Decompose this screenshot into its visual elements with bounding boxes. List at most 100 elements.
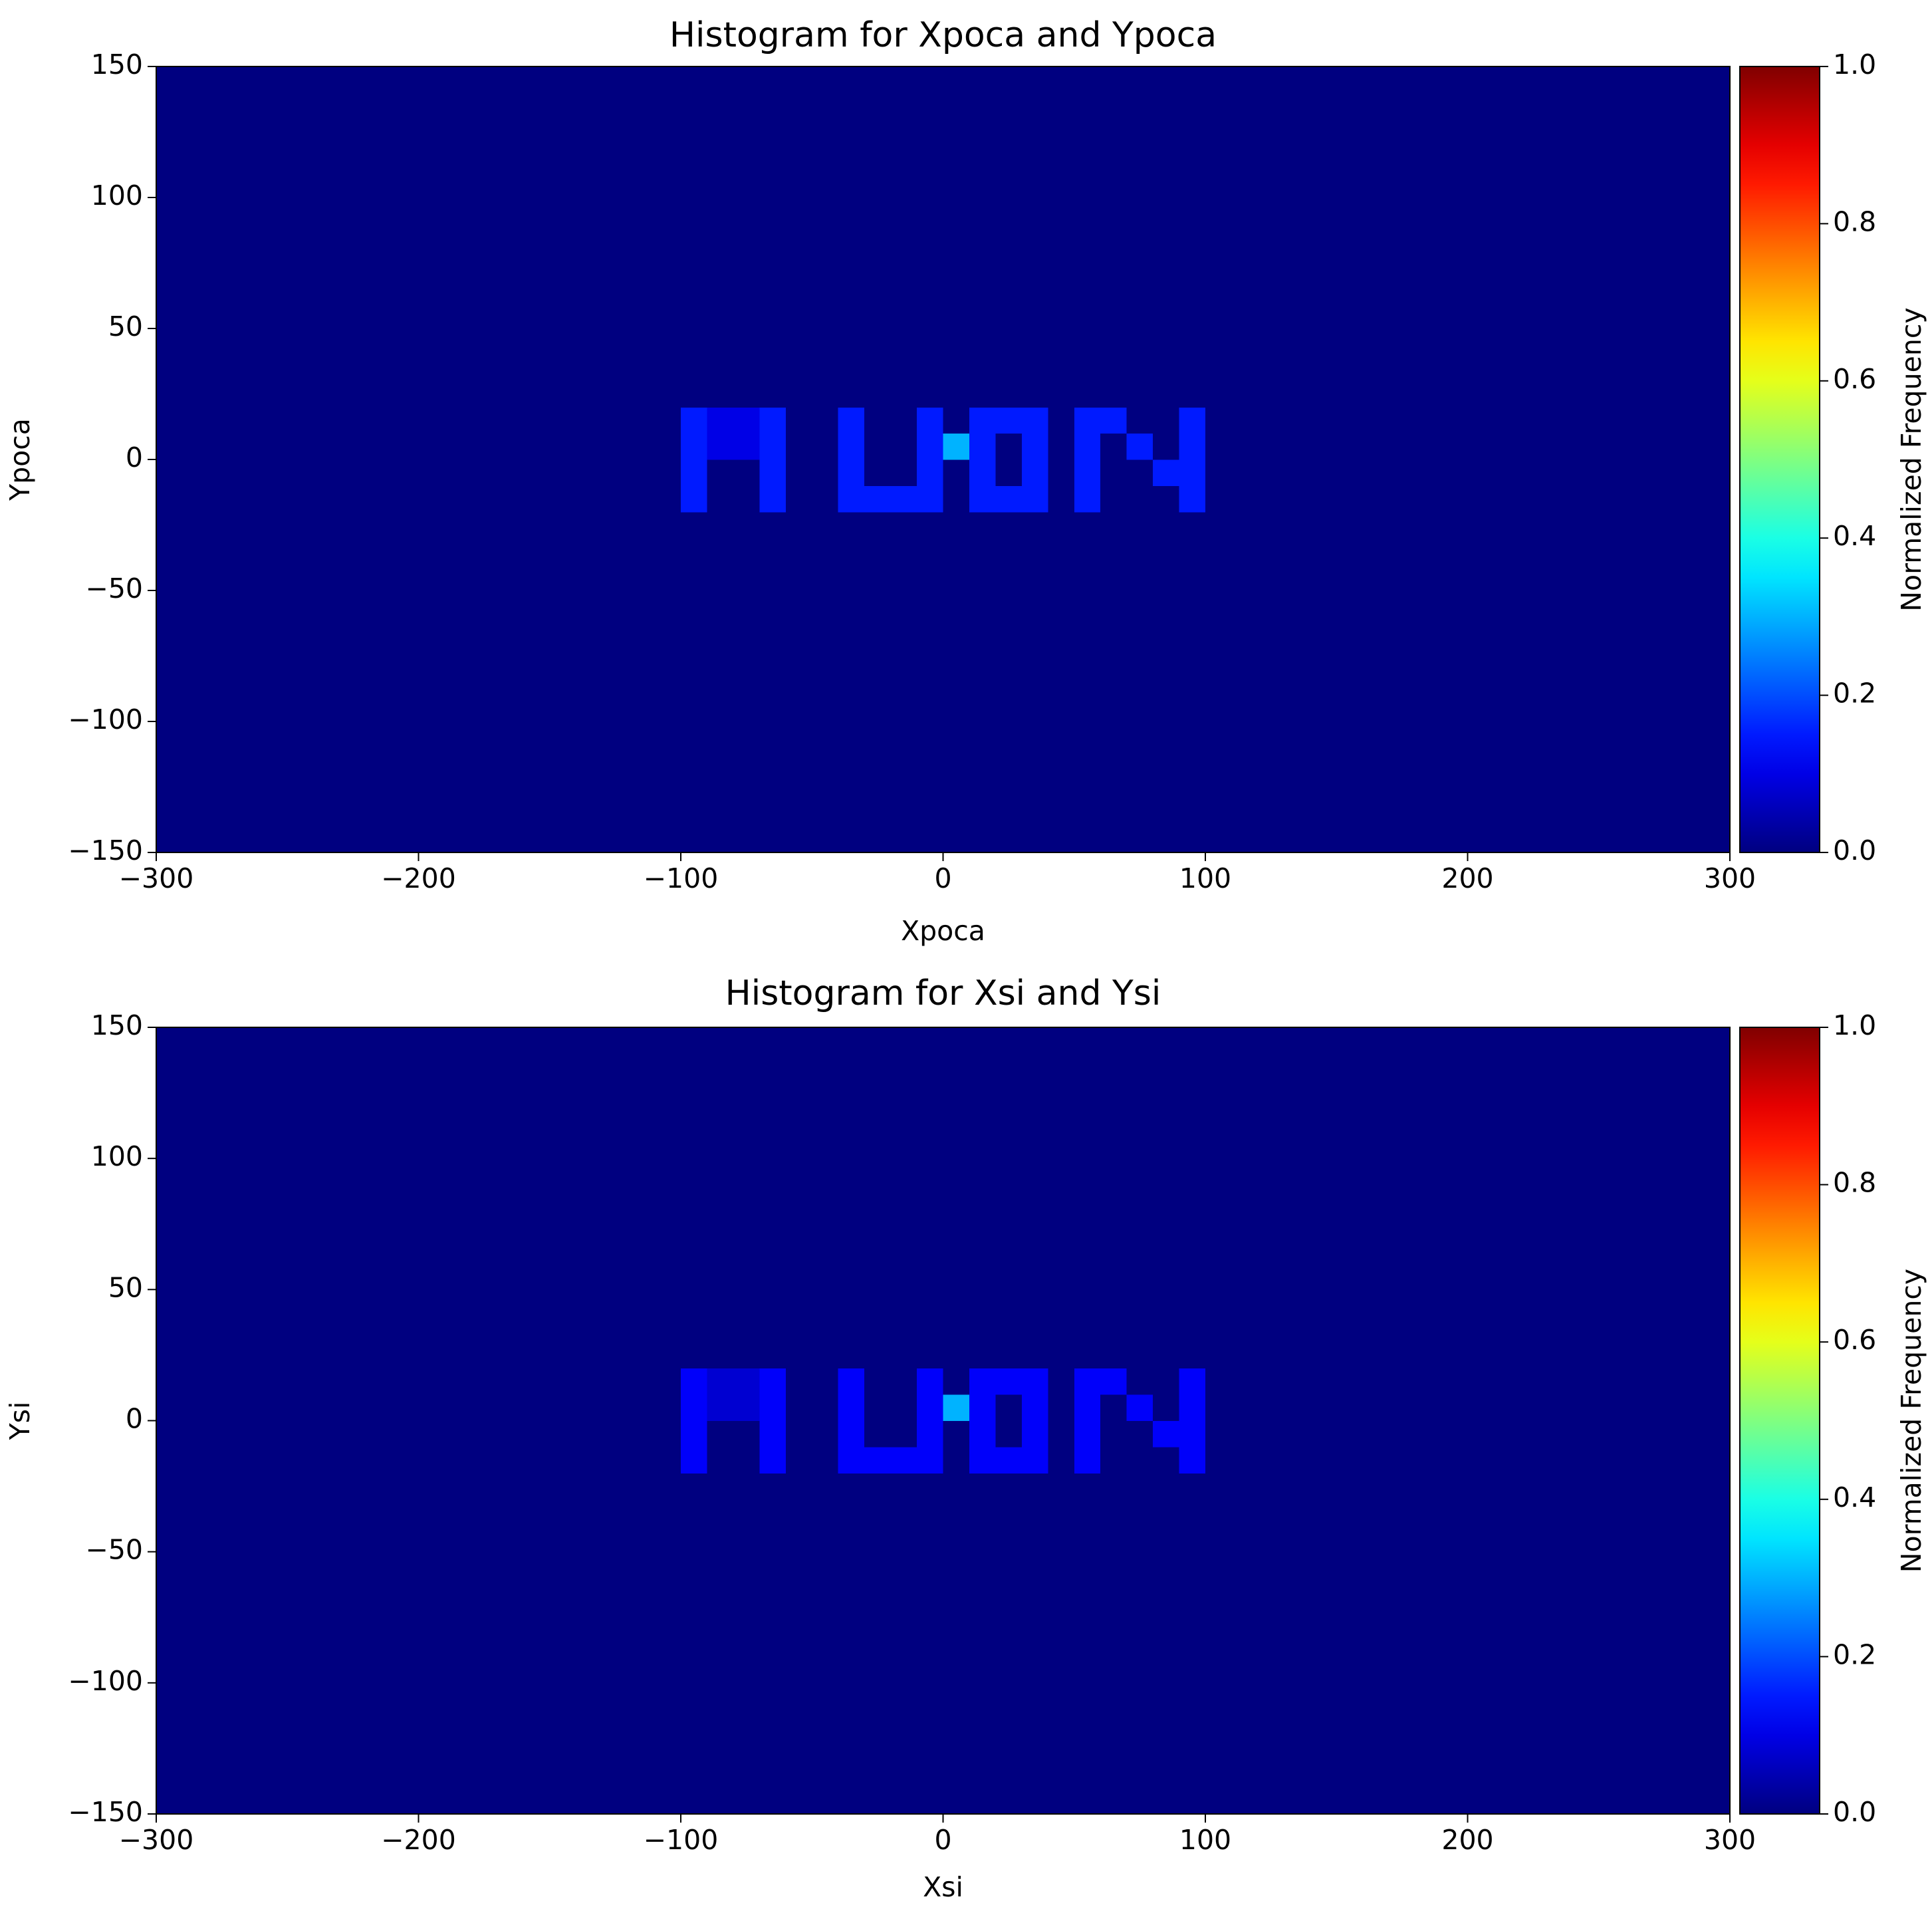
heatmap-cell <box>602 1368 629 1395</box>
heatmap-cell <box>995 773 1023 801</box>
heatmap-cell <box>864 511 892 539</box>
heatmap-cell <box>838 485 865 513</box>
heatmap-cell <box>1651 66 1678 93</box>
heatmap-cell <box>1389 485 1416 513</box>
heatmap-cell <box>182 1735 209 1762</box>
heatmap-cell <box>1546 302 1573 329</box>
heatmap-cell <box>261 485 288 513</box>
heatmap-cell <box>208 223 235 251</box>
heatmap-cell <box>864 249 892 277</box>
heatmap-cell <box>1520 826 1547 853</box>
heatmap-cell <box>1100 721 1128 748</box>
heatmap-cell <box>1362 511 1389 539</box>
heatmap-cell <box>444 826 471 853</box>
heatmap-cell <box>1205 328 1233 355</box>
heatmap-cell <box>785 1499 812 1526</box>
heatmap-cell <box>287 1787 314 1815</box>
heatmap-cell <box>1415 1525 1442 1553</box>
heatmap-cell <box>523 302 550 329</box>
heatmap-cell <box>1021 1053 1048 1081</box>
heatmap-cell <box>1625 459 1652 486</box>
heatmap-cell <box>917 1342 944 1369</box>
heatmap-cell <box>1048 485 1075 513</box>
heatmap-cell <box>576 1420 603 1448</box>
heatmap-cell <box>1074 1132 1101 1159</box>
heatmap-cell <box>1467 380 1495 408</box>
heatmap-cell <box>287 1473 314 1500</box>
heatmap-cell <box>156 380 183 408</box>
heatmap-cell <box>1074 826 1101 853</box>
heatmap-cell <box>287 826 314 853</box>
heatmap-cell <box>549 1709 576 1736</box>
heatmap-cell <box>156 1499 183 1526</box>
heatmap-cell <box>1703 1630 1731 1657</box>
heatmap-cell <box>1625 433 1652 460</box>
heatmap-cell <box>785 1446 812 1474</box>
heatmap-cell <box>602 1499 629 1526</box>
heatmap-cell <box>1074 1446 1101 1474</box>
heatmap-cell <box>995 118 1023 146</box>
heatmap-cell <box>1467 1604 1495 1631</box>
heatmap-cell <box>1493 197 1520 224</box>
heatmap-cell <box>1651 826 1678 853</box>
heatmap-cell <box>471 1079 498 1106</box>
heatmap-cell <box>1021 590 1048 617</box>
heatmap-cell <box>785 826 812 853</box>
heatmap-cell <box>444 1682 471 1710</box>
heatmap-cell <box>995 1394 1023 1422</box>
heatmap-cell <box>1441 354 1469 382</box>
heatmap-cell <box>1572 1289 1600 1317</box>
heatmap-cell <box>1153 171 1180 198</box>
heatmap-cell <box>681 1499 708 1526</box>
heatmap-cell <box>943 249 970 277</box>
heatmap-cell <box>1598 590 1626 617</box>
heatmap-cell <box>313 1473 340 1500</box>
heatmap-cell <box>1257 1211 1284 1238</box>
heatmap-cell <box>785 407 812 434</box>
heatmap-cell <box>969 800 996 827</box>
heatmap-cell <box>1441 1420 1469 1448</box>
heatmap-cell <box>995 1053 1023 1081</box>
heatmap-cell <box>1021 1761 1048 1789</box>
heatmap-cell <box>340 1709 367 1736</box>
heatmap-cell <box>1205 1053 1233 1081</box>
heatmap-cell <box>1284 1342 1311 1369</box>
heatmap-cell <box>1703 642 1731 670</box>
heatmap-cell <box>1231 1027 1259 1055</box>
heatmap-cell <box>707 354 734 382</box>
heatmap-cell <box>235 485 262 513</box>
heatmap-cell <box>707 1184 734 1212</box>
heatmap-cell <box>890 1525 917 1553</box>
heatmap-cell <box>497 1578 524 1605</box>
heatmap-cell <box>785 538 812 565</box>
heatmap-cell <box>943 1315 970 1343</box>
heatmap-cell <box>733 407 760 434</box>
heatmap-cell <box>1179 407 1206 434</box>
heatmap-cell <box>208 407 235 434</box>
heatmap-cell <box>1362 459 1389 486</box>
heatmap-cell <box>733 590 760 617</box>
heatmap-cell <box>1441 1315 1469 1343</box>
heatmap-cell <box>1389 511 1416 539</box>
heatmap-cell <box>1415 1735 1442 1762</box>
heatmap-cell <box>366 302 393 329</box>
heatmap-cell <box>602 459 629 486</box>
heatmap-cell <box>471 1289 498 1317</box>
heatmap-cell <box>707 616 734 644</box>
heatmap-cell <box>261 1368 288 1395</box>
heatmap-cell <box>549 1682 576 1710</box>
heatmap-cell <box>1467 1211 1495 1238</box>
heatmap-cell <box>864 1630 892 1657</box>
heatmap-cell <box>340 669 367 696</box>
heatmap-cell <box>602 1158 629 1186</box>
heatmap-cell <box>1677 590 1705 617</box>
heatmap-cell <box>1336 747 1364 775</box>
heatmap-cell <box>392 380 420 408</box>
heatmap-cell <box>287 669 314 696</box>
heatmap-cell <box>707 800 734 827</box>
heatmap-cell <box>576 1735 603 1762</box>
heatmap-cell <box>917 616 944 644</box>
heatmap-cell <box>759 1551 786 1579</box>
heatmap-cell <box>602 564 629 591</box>
heatmap-cell <box>681 92 708 120</box>
